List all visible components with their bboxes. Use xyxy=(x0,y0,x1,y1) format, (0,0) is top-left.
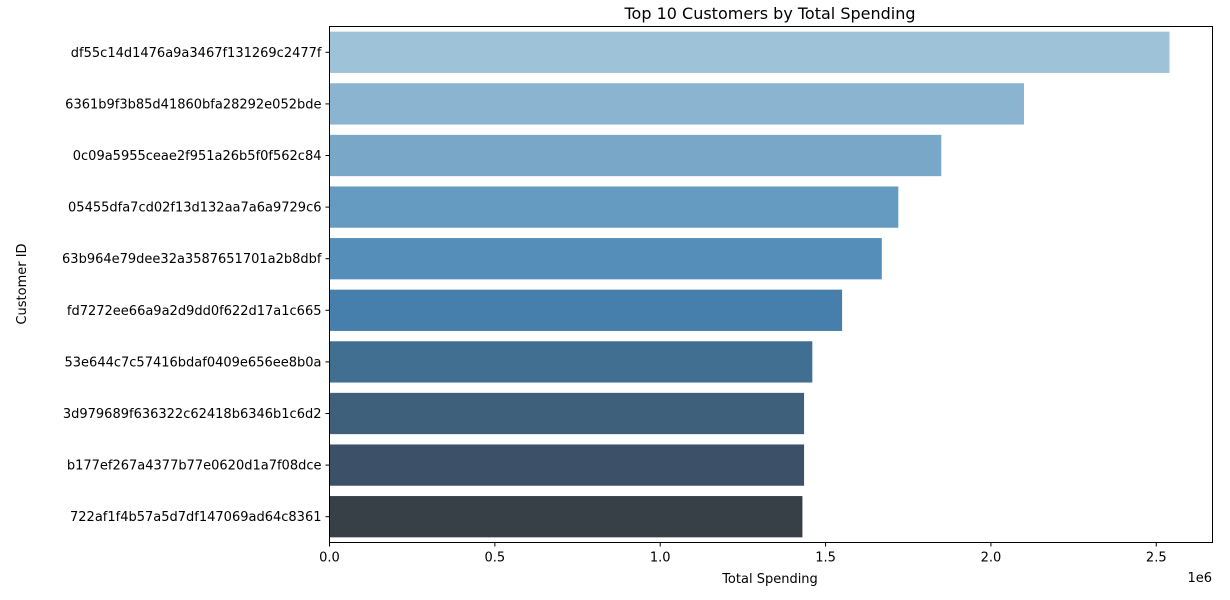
y-tick-label: 3d979689f636322c62418b6346b1c6d2 xyxy=(63,407,322,422)
y-axis-label: Customer ID xyxy=(15,243,30,324)
bar-7 xyxy=(329,341,813,383)
y-tick-label: 05455dfa7cd02f13d132aa7a6a9729c6 xyxy=(68,201,321,216)
bar-2 xyxy=(329,83,1024,125)
x-tick-label: 0.0 xyxy=(319,551,340,566)
x-axis-scale-note: 1e6 xyxy=(1187,571,1212,586)
y-tick-label: 63b964e79dee32a3587651701a2b8dbf xyxy=(62,252,322,267)
bar-3 xyxy=(329,134,942,177)
y-ticks-group: df55c14d1476a9a3467f131269c2477f 6361b9f3… xyxy=(62,46,330,525)
chart-title: Top 10 Customers by Total Spending xyxy=(623,4,915,23)
plot-frame xyxy=(329,26,1213,543)
y-tick-label: df55c14d1476a9a3467f131269c2477f xyxy=(71,46,322,61)
y-tick-label: 0c09a5955ceae2f951a26b5f0f562c84 xyxy=(73,149,322,164)
bar-9 xyxy=(329,444,805,486)
y-tick-label: 6361b9f3b85d41860bfa28292e052bde xyxy=(65,97,321,112)
x-tick-label: 2.5 xyxy=(1146,551,1167,566)
x-tick-label: 0.5 xyxy=(485,551,506,566)
y-tick-label: 722af1f4b57a5d7df147069ad64c8361 xyxy=(70,510,321,525)
bar-5 xyxy=(329,238,882,280)
y-tick-label: 53e644c7c57416bdaf0409e656ee8b0a xyxy=(65,355,322,370)
x-axis-label: Total Spending xyxy=(721,572,818,587)
bar-10 xyxy=(329,496,803,538)
bar-1 xyxy=(329,31,1170,73)
x-tick-label: 2.0 xyxy=(981,551,1002,566)
x-ticks-group: 0.0 0.5 1.0 1.5 2.0 2.5 xyxy=(319,542,1167,566)
bars-group xyxy=(329,31,1170,538)
bar-6 xyxy=(329,289,843,331)
bar-8 xyxy=(329,392,805,435)
x-tick-label: 1.0 xyxy=(650,551,671,566)
x-tick-label: 1.5 xyxy=(815,551,836,566)
bar-4 xyxy=(329,186,899,228)
y-tick-label: fd7272ee66a9a2d9dd0f622d17a1c665 xyxy=(67,304,322,319)
y-tick-label: b177ef267a4377b77e0620d1a7f08dce xyxy=(67,459,322,474)
